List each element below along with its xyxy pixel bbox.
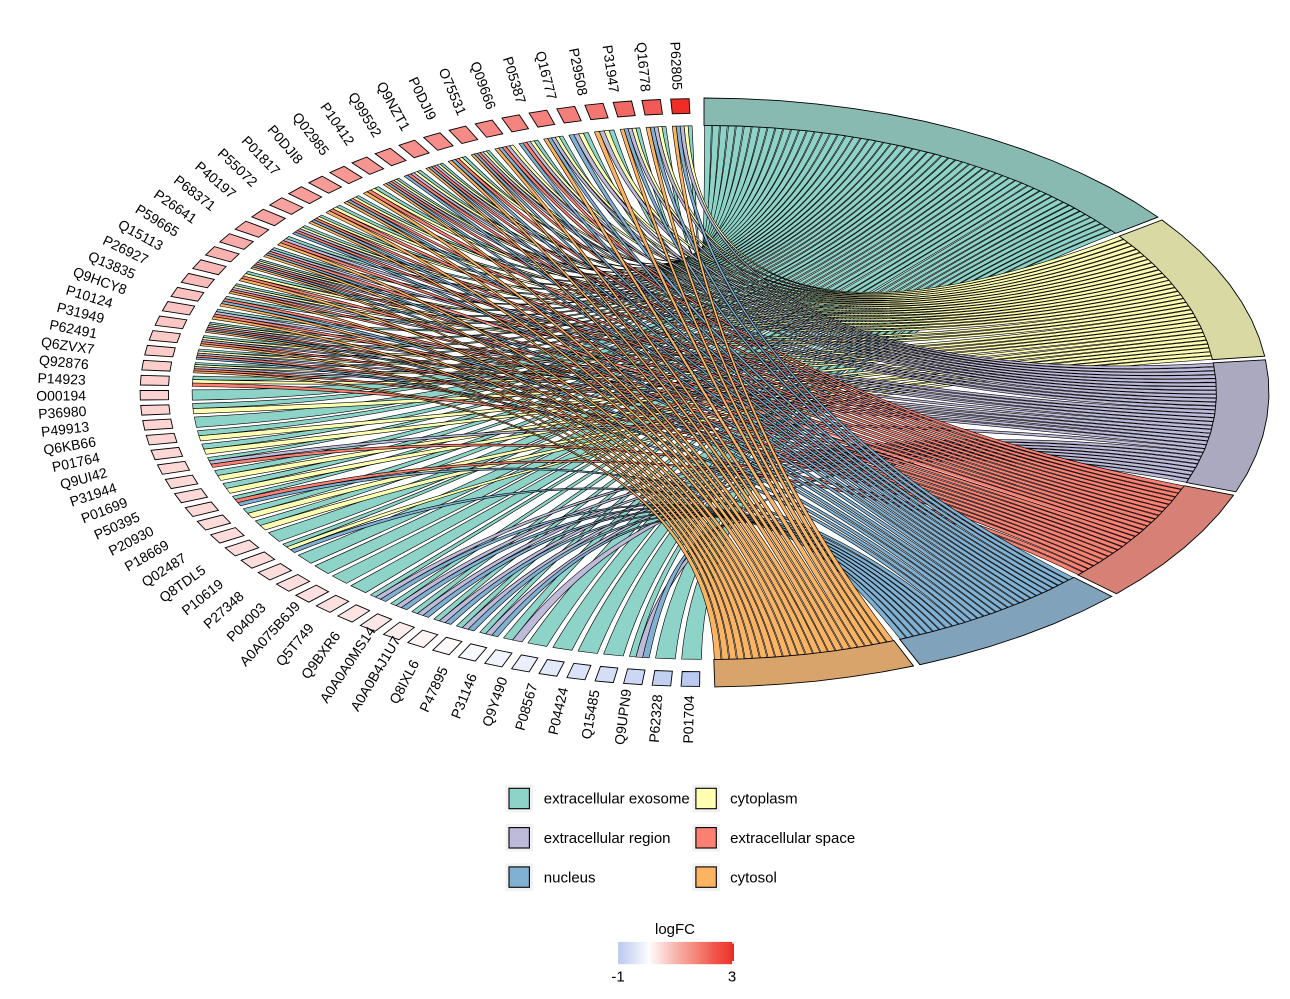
svg-text:P49913: P49913 [40,418,90,439]
svg-text:P62805: P62805 [667,41,685,90]
svg-text:P01704: P01704 [680,695,697,744]
svg-text:P62328: P62328 [646,694,666,744]
svg-text:Q6ZVX7: Q6ZVX7 [40,334,96,358]
svg-text:Q16778: Q16778 [633,41,654,92]
svg-text:Q9UPN9: Q9UPN9 [611,688,634,746]
svg-text:cytosol: cytosol [730,869,777,886]
svg-text:3: 3 [728,969,736,986]
svg-text:extracellular region: extracellular region [544,830,671,847]
svg-text:cytoplasm: cytoplasm [730,791,798,808]
svg-text:nucleus: nucleus [544,869,596,886]
svg-text:O00194: O00194 [36,387,86,403]
svg-text:extracellular exosome: extracellular exosome [544,791,690,808]
svg-text:Q92876: Q92876 [38,352,89,373]
svg-text:extracellular space: extracellular space [730,830,855,847]
svg-text:P36980: P36980 [38,403,87,422]
svg-text:P31947: P31947 [600,44,623,94]
svg-text:logFC: logFC [655,921,695,938]
svg-text:-1: -1 [611,969,624,986]
svg-text:P14923: P14923 [37,370,86,388]
